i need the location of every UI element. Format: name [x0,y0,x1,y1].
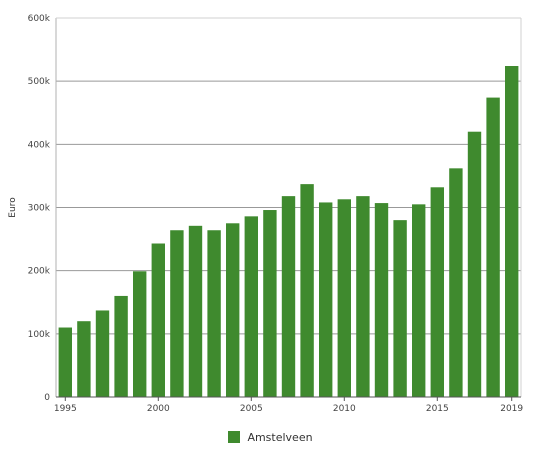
y-tick-labels: 0 100k 200k 300k 400k 500k 600k [28,14,51,403]
y-tick-label: 400k [28,140,51,150]
bar-2015[interactable] [430,187,444,397]
bars [58,66,519,398]
y-tick-label: 300k [28,204,51,214]
y-tick-label: 600k [28,14,51,24]
bar-2002[interactable] [188,225,203,397]
bar-2000[interactable] [151,243,165,397]
bar-2018[interactable] [486,97,500,397]
x-tick-label: 2005 [240,404,263,414]
bar-2011[interactable] [356,196,370,397]
bar-1999[interactable] [133,271,147,397]
bar-2009[interactable] [319,202,333,397]
y-tick-label: 0 [44,393,50,403]
bar-2012[interactable] [374,203,389,397]
bar-2019[interactable] [505,66,519,398]
y-tick-label: 200k [28,267,51,277]
x-tick-label: 2015 [426,404,449,414]
bar-2007[interactable] [281,196,296,397]
bar-1997[interactable] [95,310,110,397]
bar-2001[interactable] [170,230,184,397]
y-tick-label: 100k [28,330,51,340]
bar-1995[interactable] [58,327,72,397]
legend-item-amstelveen[interactable]: Amstelveen [228,430,313,444]
y-axis-title: Euro [8,197,18,218]
bar-2013[interactable] [393,220,407,397]
legend-label: Amstelveen [247,430,313,444]
x-tick-label: 2000 [147,404,170,414]
x-tick-label: 2019 [500,404,523,414]
legend: Amstelveen [0,428,541,446]
legend-swatch [228,431,241,443]
bar-2006[interactable] [263,210,277,397]
bar-2008[interactable] [300,184,314,397]
x-tick-labels: 1995 2000 2005 2010 2015 2019 [54,404,524,414]
x-tick-label: 1995 [54,404,77,414]
bar-2003[interactable] [207,230,221,397]
bar-1996[interactable] [77,321,91,397]
bar-2005[interactable] [244,216,258,397]
x-tick-label: 2010 [333,404,356,414]
axes [55,17,522,401]
bar-2016[interactable] [449,168,463,397]
bar-2014[interactable] [412,204,426,397]
bar-2017[interactable] [467,131,482,397]
bar-2010[interactable] [337,199,351,397]
y-tick-label: 500k [28,77,51,87]
bar-1998[interactable] [114,295,128,397]
bar-2004[interactable] [226,223,240,397]
